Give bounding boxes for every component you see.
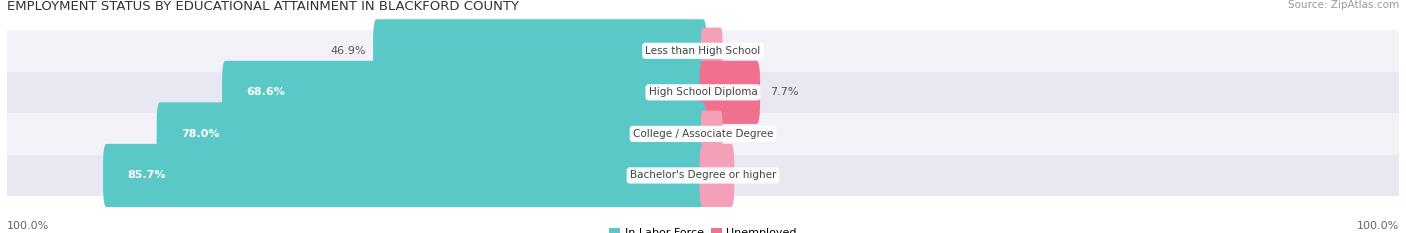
FancyBboxPatch shape: [373, 19, 706, 82]
Text: EMPLOYMENT STATUS BY EDUCATIONAL ATTAINMENT IN BLACKFORD COUNTY: EMPLOYMENT STATUS BY EDUCATIONAL ATTAINM…: [7, 0, 519, 13]
Text: 85.7%: 85.7%: [128, 171, 166, 180]
FancyBboxPatch shape: [700, 61, 761, 124]
Text: 78.0%: 78.0%: [181, 129, 219, 139]
Bar: [7, 30, 1399, 72]
FancyBboxPatch shape: [103, 144, 706, 207]
Legend: In Labor Force, Unemployed: In Labor Force, Unemployed: [609, 228, 797, 233]
Text: 4.0%: 4.0%: [745, 171, 773, 180]
Text: 100.0%: 100.0%: [7, 221, 49, 231]
Text: College / Associate Degree: College / Associate Degree: [633, 129, 773, 139]
Text: High School Diploma: High School Diploma: [648, 87, 758, 97]
FancyBboxPatch shape: [702, 27, 723, 74]
Bar: [7, 155, 1399, 196]
Text: Source: ZipAtlas.com: Source: ZipAtlas.com: [1288, 0, 1399, 10]
Text: 7.7%: 7.7%: [770, 87, 799, 97]
FancyBboxPatch shape: [222, 61, 706, 124]
Text: 68.6%: 68.6%: [246, 87, 285, 97]
FancyBboxPatch shape: [156, 102, 706, 165]
FancyBboxPatch shape: [700, 144, 734, 207]
FancyBboxPatch shape: [702, 111, 723, 157]
Text: Bachelor's Degree or higher: Bachelor's Degree or higher: [630, 171, 776, 180]
Text: 0.0%: 0.0%: [734, 46, 762, 56]
Text: 0.0%: 0.0%: [734, 129, 762, 139]
Bar: [7, 113, 1399, 155]
Text: 46.9%: 46.9%: [330, 46, 366, 56]
Bar: [7, 72, 1399, 113]
Text: 100.0%: 100.0%: [1357, 221, 1399, 231]
Text: Less than High School: Less than High School: [645, 46, 761, 56]
